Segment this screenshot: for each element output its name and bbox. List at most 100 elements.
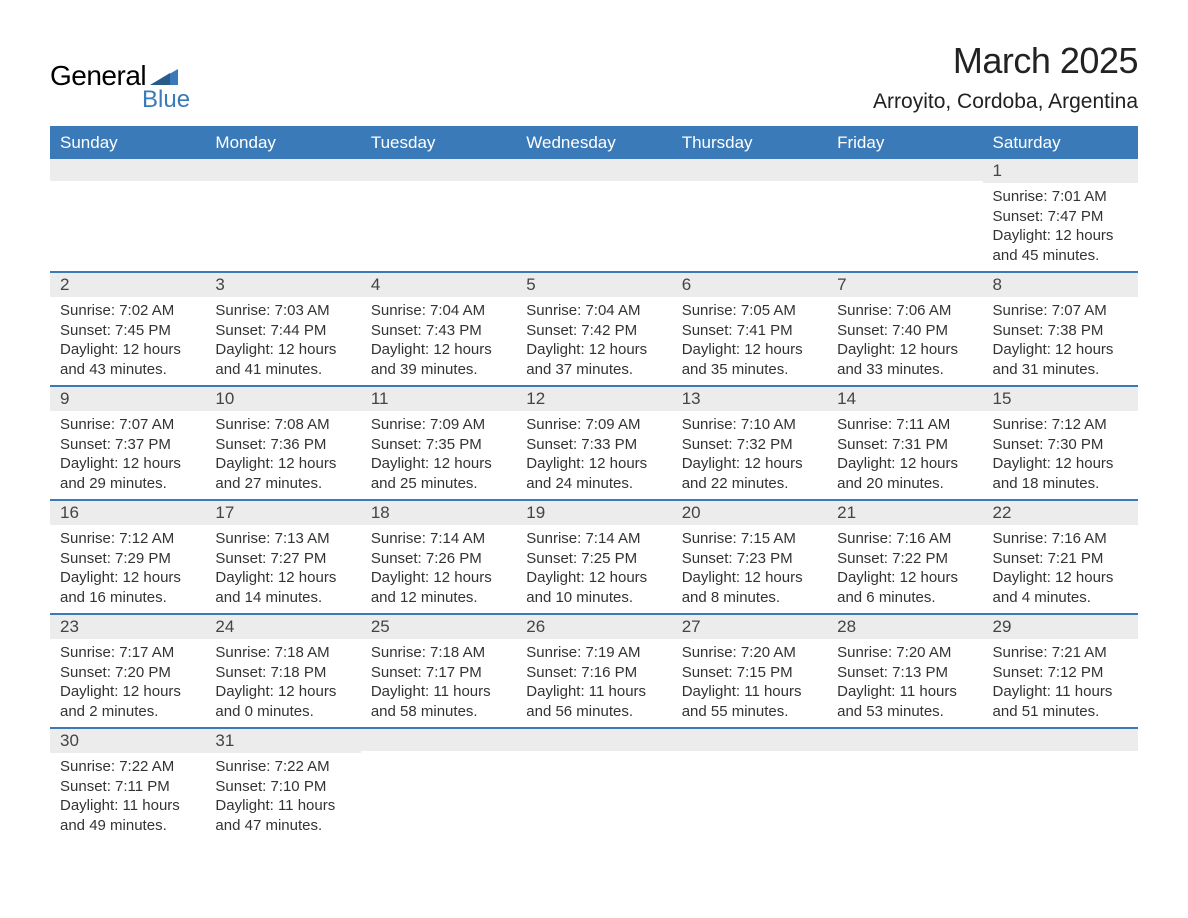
day-number: 11 — [361, 387, 516, 411]
day-content: Sunrise: 7:14 AMSunset: 7:25 PMDaylight:… — [516, 525, 671, 613]
sunrise-text: Sunrise: 7:12 AM — [60, 529, 195, 549]
title-block: March 2025 Arroyito, Cordoba, Argentina — [873, 40, 1138, 114]
day-number — [516, 159, 671, 181]
sunset-text: Sunset: 7:44 PM — [215, 321, 350, 341]
day-number — [672, 159, 827, 181]
daylight-text: Daylight: 12 hours and 14 minutes. — [215, 568, 350, 607]
sunrise-text: Sunrise: 7:08 AM — [215, 415, 350, 435]
day-number: 20 — [672, 501, 827, 525]
day-content: Sunrise: 7:05 AMSunset: 7:41 PMDaylight:… — [672, 297, 827, 385]
daylight-text: Daylight: 12 hours and 22 minutes. — [682, 454, 817, 493]
sunset-text: Sunset: 7:20 PM — [60, 663, 195, 683]
sunrise-text: Sunrise: 7:05 AM — [682, 301, 817, 321]
calendar-day-cell: 15Sunrise: 7:12 AMSunset: 7:30 PMDayligh… — [983, 386, 1138, 500]
day-number: 14 — [827, 387, 982, 411]
day-content: Sunrise: 7:20 AMSunset: 7:15 PMDaylight:… — [672, 639, 827, 727]
sunrise-text: Sunrise: 7:09 AM — [526, 415, 661, 435]
day-content — [516, 181, 671, 257]
calendar-day-cell: 27Sunrise: 7:20 AMSunset: 7:15 PMDayligh… — [672, 614, 827, 728]
day-number: 3 — [205, 273, 360, 297]
day-content: Sunrise: 7:08 AMSunset: 7:36 PMDaylight:… — [205, 411, 360, 499]
day-number: 18 — [361, 501, 516, 525]
calendar-body: 1Sunrise: 7:01 AMSunset: 7:47 PMDaylight… — [50, 159, 1138, 841]
day-content — [983, 751, 1138, 827]
day-number — [50, 159, 205, 181]
day-content — [672, 181, 827, 257]
day-number: 31 — [205, 729, 360, 753]
day-number: 6 — [672, 273, 827, 297]
logo-text-blue: Blue — [142, 86, 190, 114]
day-content: Sunrise: 7:11 AMSunset: 7:31 PMDaylight:… — [827, 411, 982, 499]
sunset-text: Sunset: 7:23 PM — [682, 549, 817, 569]
sunrise-text: Sunrise: 7:07 AM — [993, 301, 1128, 321]
day-number — [361, 159, 516, 181]
calendar-day-cell — [516, 728, 671, 841]
day-number: 24 — [205, 615, 360, 639]
day-number — [827, 729, 982, 751]
location-subtitle: Arroyito, Cordoba, Argentina — [873, 90, 1138, 114]
calendar-week-row: 9Sunrise: 7:07 AMSunset: 7:37 PMDaylight… — [50, 386, 1138, 500]
sunset-text: Sunset: 7:11 PM — [60, 777, 195, 797]
sunrise-text: Sunrise: 7:03 AM — [215, 301, 350, 321]
sunrise-text: Sunrise: 7:02 AM — [60, 301, 195, 321]
calendar-day-cell: 2Sunrise: 7:02 AMSunset: 7:45 PMDaylight… — [50, 272, 205, 386]
sunset-text: Sunset: 7:32 PM — [682, 435, 817, 455]
daylight-text: Daylight: 12 hours and 45 minutes. — [993, 226, 1128, 265]
sunset-text: Sunset: 7:42 PM — [526, 321, 661, 341]
day-content: Sunrise: 7:13 AMSunset: 7:27 PMDaylight:… — [205, 525, 360, 613]
sunset-text: Sunset: 7:15 PM — [682, 663, 817, 683]
logo-text-general: General — [50, 60, 146, 92]
day-number: 21 — [827, 501, 982, 525]
sunset-text: Sunset: 7:38 PM — [993, 321, 1128, 341]
daylight-text: Daylight: 11 hours and 56 minutes. — [526, 682, 661, 721]
sunset-text: Sunset: 7:30 PM — [993, 435, 1128, 455]
daylight-text: Daylight: 11 hours and 55 minutes. — [682, 682, 817, 721]
day-number: 9 — [50, 387, 205, 411]
day-number: 1 — [983, 159, 1138, 183]
calendar-day-cell: 21Sunrise: 7:16 AMSunset: 7:22 PMDayligh… — [827, 500, 982, 614]
sunset-text: Sunset: 7:45 PM — [60, 321, 195, 341]
day-number: 15 — [983, 387, 1138, 411]
day-content — [361, 181, 516, 257]
day-content — [516, 751, 671, 827]
calendar-day-cell: 6Sunrise: 7:05 AMSunset: 7:41 PMDaylight… — [672, 272, 827, 386]
daylight-text: Daylight: 12 hours and 8 minutes. — [682, 568, 817, 607]
sunrise-text: Sunrise: 7:17 AM — [60, 643, 195, 663]
calendar-week-row: 16Sunrise: 7:12 AMSunset: 7:29 PMDayligh… — [50, 500, 1138, 614]
day-header-saturday: Saturday — [983, 127, 1138, 160]
day-header-monday: Monday — [205, 127, 360, 160]
sunset-text: Sunset: 7:40 PM — [837, 321, 972, 341]
sunrise-text: Sunrise: 7:18 AM — [371, 643, 506, 663]
sunrise-text: Sunrise: 7:22 AM — [60, 757, 195, 777]
calendar-day-cell: 12Sunrise: 7:09 AMSunset: 7:33 PMDayligh… — [516, 386, 671, 500]
calendar-day-cell — [983, 728, 1138, 841]
sunset-text: Sunset: 7:36 PM — [215, 435, 350, 455]
day-number: 4 — [361, 273, 516, 297]
day-number — [361, 729, 516, 751]
day-content: Sunrise: 7:20 AMSunset: 7:13 PMDaylight:… — [827, 639, 982, 727]
sunset-text: Sunset: 7:17 PM — [371, 663, 506, 683]
calendar-day-cell — [205, 159, 360, 272]
day-header-friday: Friday — [827, 127, 982, 160]
day-content: Sunrise: 7:04 AMSunset: 7:42 PMDaylight:… — [516, 297, 671, 385]
day-number: 16 — [50, 501, 205, 525]
sunrise-text: Sunrise: 7:21 AM — [993, 643, 1128, 663]
sunrise-text: Sunrise: 7:14 AM — [526, 529, 661, 549]
day-header-thursday: Thursday — [672, 127, 827, 160]
day-number: 5 — [516, 273, 671, 297]
day-content: Sunrise: 7:01 AMSunset: 7:47 PMDaylight:… — [983, 183, 1138, 271]
day-number: 12 — [516, 387, 671, 411]
day-header-sunday: Sunday — [50, 127, 205, 160]
daylight-text: Daylight: 12 hours and 33 minutes. — [837, 340, 972, 379]
sunset-text: Sunset: 7:33 PM — [526, 435, 661, 455]
calendar-day-cell — [361, 159, 516, 272]
sunset-text: Sunset: 7:47 PM — [993, 207, 1128, 227]
calendar-day-cell: 4Sunrise: 7:04 AMSunset: 7:43 PMDaylight… — [361, 272, 516, 386]
sunrise-text: Sunrise: 7:22 AM — [215, 757, 350, 777]
sunrise-text: Sunrise: 7:16 AM — [993, 529, 1128, 549]
day-header-wednesday: Wednesday — [516, 127, 671, 160]
daylight-text: Daylight: 12 hours and 18 minutes. — [993, 454, 1128, 493]
calendar-day-cell — [50, 159, 205, 272]
sunrise-text: Sunrise: 7:01 AM — [993, 187, 1128, 207]
daylight-text: Daylight: 12 hours and 2 minutes. — [60, 682, 195, 721]
